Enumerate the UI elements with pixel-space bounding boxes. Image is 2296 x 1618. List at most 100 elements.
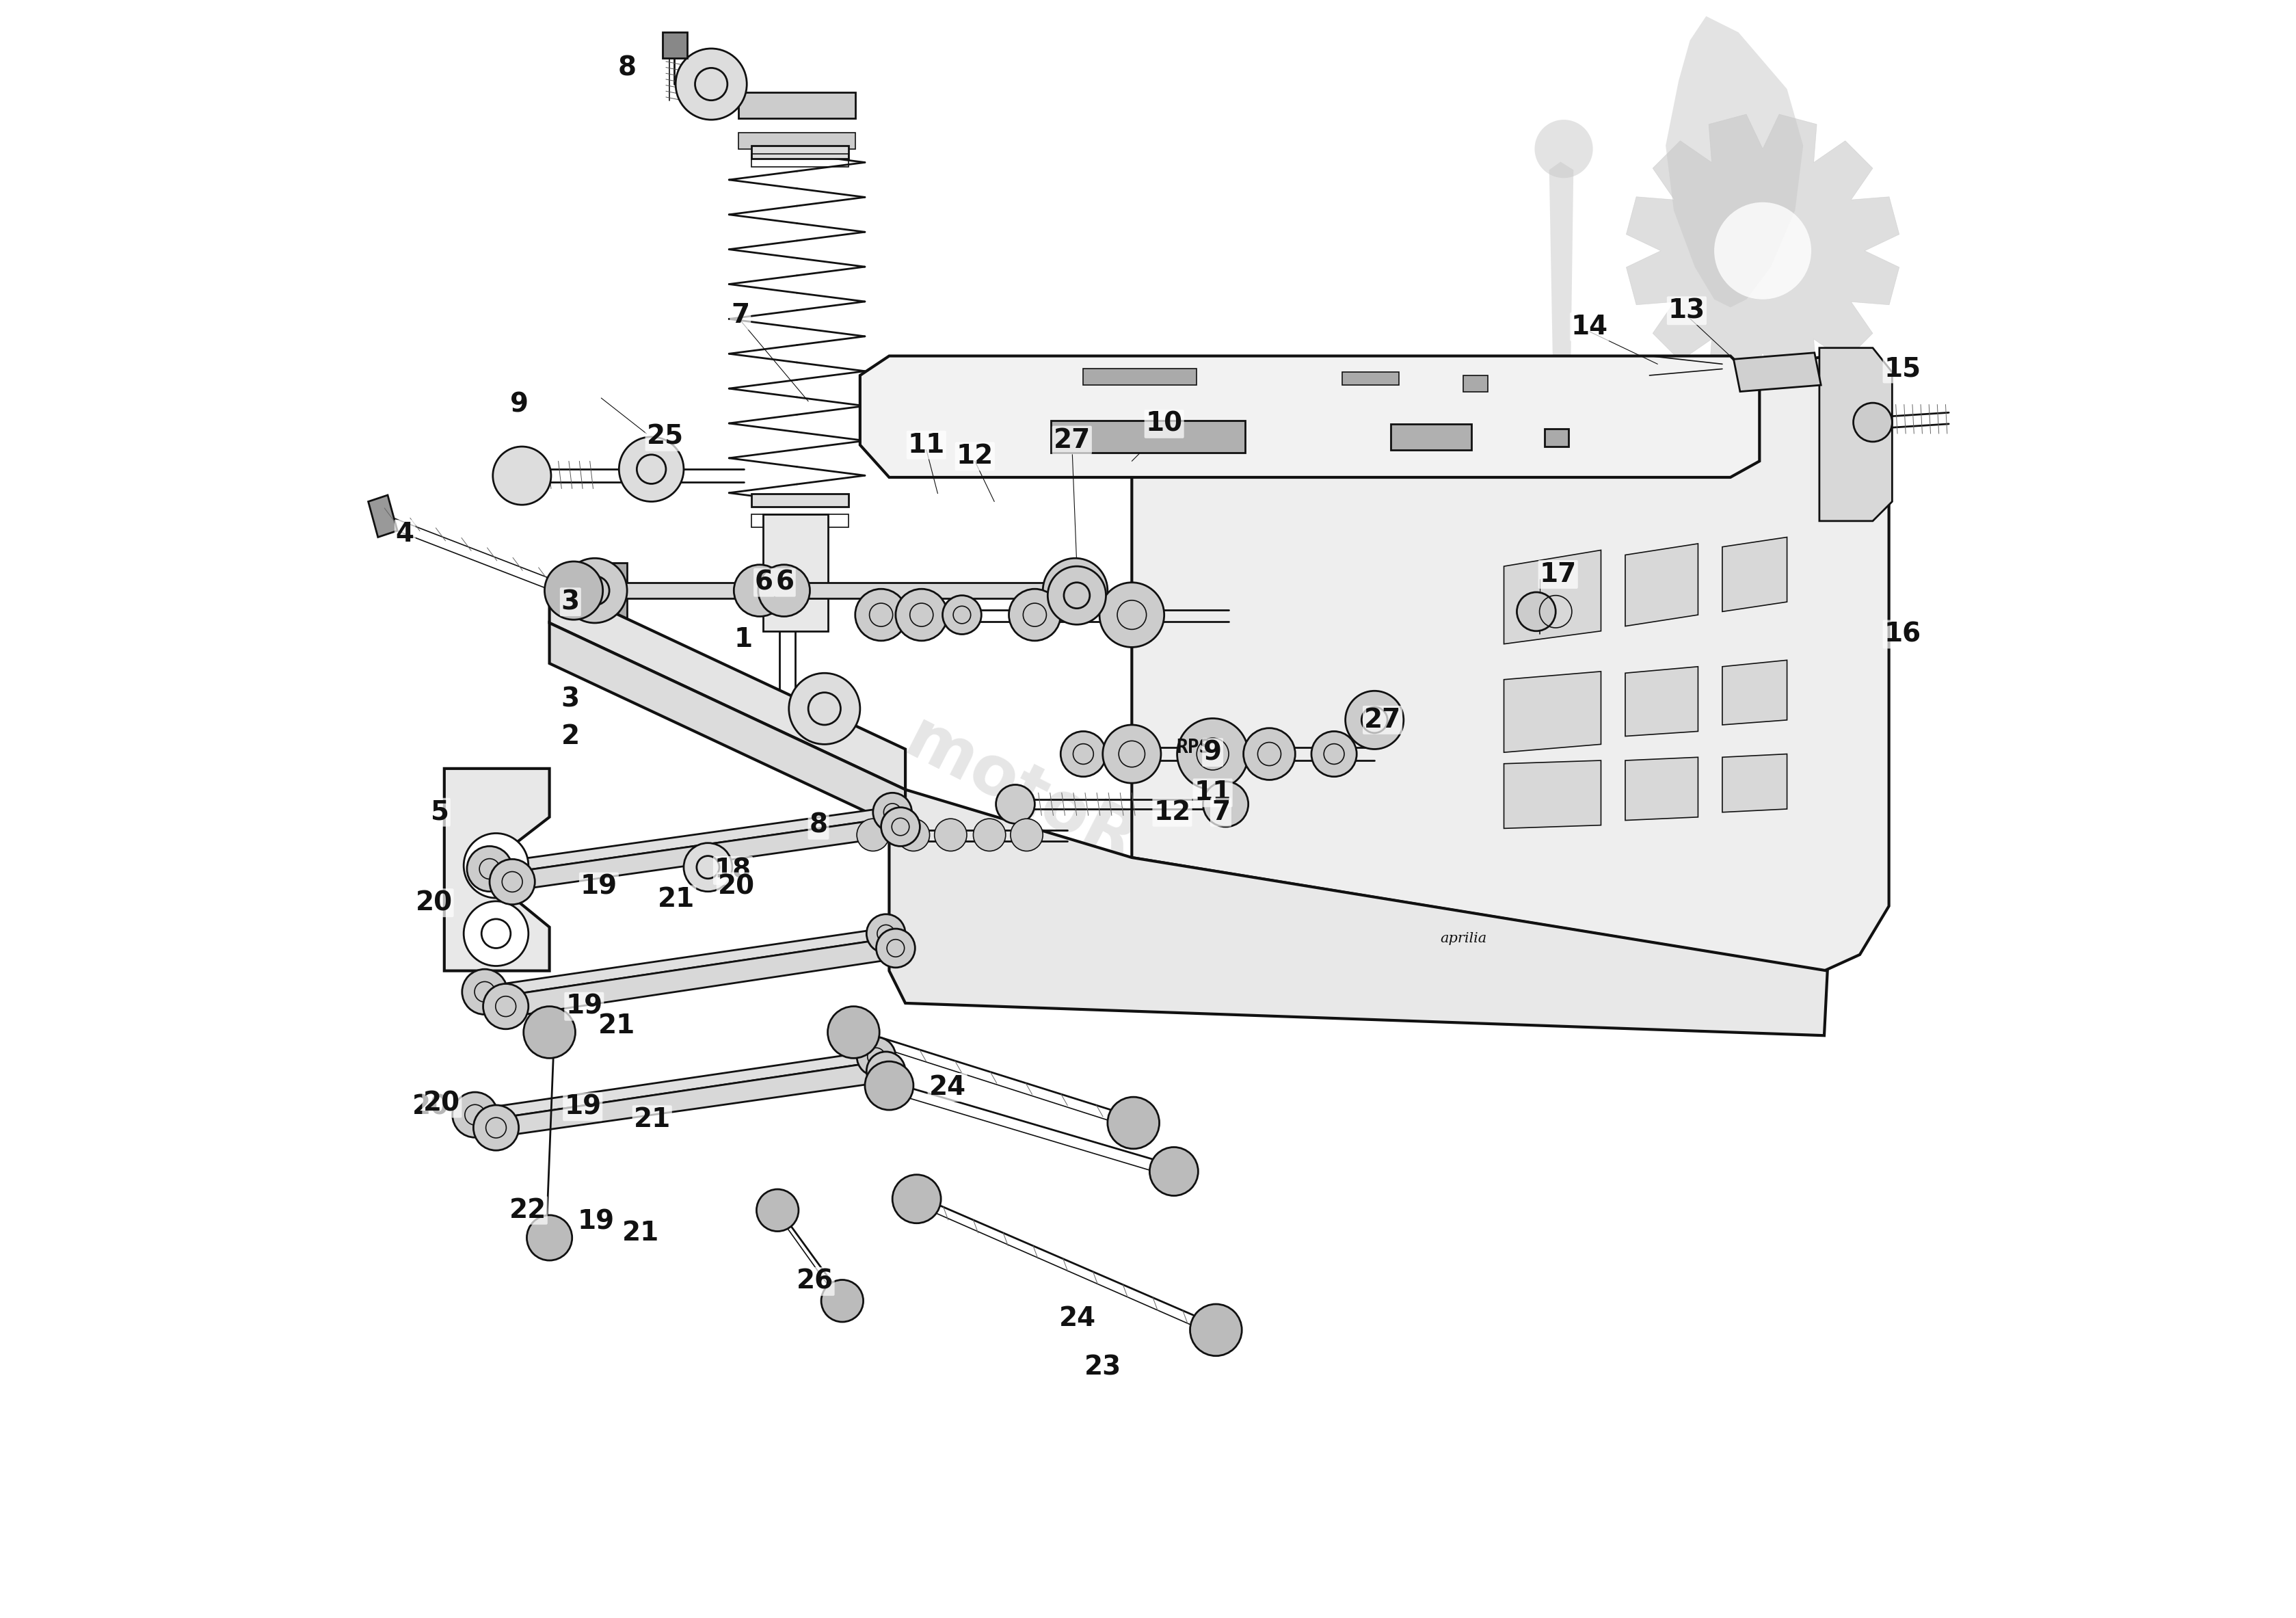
Text: 6: 6 xyxy=(776,570,794,595)
Polygon shape xyxy=(484,807,898,874)
Circle shape xyxy=(1311,731,1357,777)
Circle shape xyxy=(1100,582,1164,647)
Circle shape xyxy=(464,833,528,898)
Text: 3: 3 xyxy=(560,686,581,712)
Circle shape xyxy=(735,565,785,616)
Circle shape xyxy=(872,793,912,832)
Text: 7: 7 xyxy=(730,303,748,328)
Circle shape xyxy=(934,819,967,851)
Circle shape xyxy=(1345,691,1403,749)
Polygon shape xyxy=(482,929,889,997)
Text: 21: 21 xyxy=(597,1013,636,1039)
Polygon shape xyxy=(1722,754,1786,812)
Polygon shape xyxy=(549,623,905,830)
Text: 9: 9 xyxy=(510,392,528,417)
Polygon shape xyxy=(471,1052,882,1120)
Polygon shape xyxy=(664,32,687,58)
Circle shape xyxy=(452,1092,498,1137)
Text: 26: 26 xyxy=(797,1269,833,1294)
Polygon shape xyxy=(1818,348,1892,521)
Text: 25: 25 xyxy=(647,424,684,450)
Circle shape xyxy=(523,1006,576,1058)
Circle shape xyxy=(866,914,905,953)
Text: 1: 1 xyxy=(735,626,753,652)
Circle shape xyxy=(473,1105,519,1150)
Bar xyxy=(739,133,854,149)
Circle shape xyxy=(866,1052,905,1091)
Circle shape xyxy=(482,984,528,1029)
Circle shape xyxy=(822,1280,863,1322)
Polygon shape xyxy=(1084,369,1196,385)
Bar xyxy=(751,154,850,167)
Polygon shape xyxy=(1550,162,1573,518)
Text: 17: 17 xyxy=(1541,561,1577,587)
Circle shape xyxy=(684,843,732,892)
Text: 19: 19 xyxy=(565,1094,602,1120)
Text: 9: 9 xyxy=(1203,739,1221,765)
Circle shape xyxy=(1203,781,1249,827)
Circle shape xyxy=(877,929,916,968)
Polygon shape xyxy=(1626,757,1699,820)
Polygon shape xyxy=(445,769,549,971)
Circle shape xyxy=(461,969,507,1014)
Text: 20: 20 xyxy=(416,890,452,916)
Text: 18: 18 xyxy=(714,858,751,883)
Text: 11: 11 xyxy=(1194,780,1231,806)
Bar xyxy=(739,92,854,118)
Circle shape xyxy=(895,589,948,641)
Circle shape xyxy=(1008,589,1061,641)
Polygon shape xyxy=(861,356,1759,477)
Text: 13: 13 xyxy=(1669,298,1706,324)
Circle shape xyxy=(1189,1304,1242,1356)
Polygon shape xyxy=(597,563,627,582)
Text: 3: 3 xyxy=(560,589,581,615)
Polygon shape xyxy=(1733,353,1821,392)
Text: 7: 7 xyxy=(1212,799,1231,825)
Text: 8: 8 xyxy=(808,812,827,838)
Circle shape xyxy=(996,785,1035,824)
Circle shape xyxy=(1107,1097,1159,1149)
Polygon shape xyxy=(498,938,902,1016)
Circle shape xyxy=(944,595,980,634)
Text: 8: 8 xyxy=(618,55,636,81)
Circle shape xyxy=(893,1175,941,1223)
Circle shape xyxy=(494,447,551,505)
Circle shape xyxy=(1102,725,1162,783)
Text: 12: 12 xyxy=(957,443,994,469)
Circle shape xyxy=(620,437,684,502)
Text: 2: 2 xyxy=(560,723,581,749)
Circle shape xyxy=(1541,511,1587,557)
Circle shape xyxy=(854,589,907,641)
Circle shape xyxy=(1715,202,1812,299)
Text: RPS: RPS xyxy=(1176,738,1210,757)
Circle shape xyxy=(898,819,930,851)
Polygon shape xyxy=(597,599,627,618)
Text: 19: 19 xyxy=(576,1209,613,1235)
Text: aprilia: aprilia xyxy=(1440,932,1488,945)
Polygon shape xyxy=(1722,537,1786,612)
Polygon shape xyxy=(590,582,1075,599)
Text: 20: 20 xyxy=(719,874,755,900)
Polygon shape xyxy=(501,817,905,890)
Text: 6: 6 xyxy=(755,570,774,595)
Bar xyxy=(751,146,850,159)
Polygon shape xyxy=(367,495,397,537)
Circle shape xyxy=(1244,728,1295,780)
Polygon shape xyxy=(1626,667,1699,736)
Text: 24: 24 xyxy=(930,1074,967,1100)
Polygon shape xyxy=(489,1061,893,1136)
Circle shape xyxy=(1047,566,1107,625)
Circle shape xyxy=(1518,592,1557,631)
Circle shape xyxy=(866,1061,914,1110)
Polygon shape xyxy=(762,515,827,631)
Circle shape xyxy=(1534,120,1593,178)
Text: 20: 20 xyxy=(413,1094,450,1120)
Polygon shape xyxy=(1052,421,1244,453)
Circle shape xyxy=(1010,819,1042,851)
Polygon shape xyxy=(889,790,1828,1036)
Circle shape xyxy=(827,1006,879,1058)
Circle shape xyxy=(1061,731,1107,777)
Text: 24: 24 xyxy=(1058,1306,1095,1332)
Text: 21: 21 xyxy=(622,1220,659,1246)
Bar xyxy=(751,515,850,527)
